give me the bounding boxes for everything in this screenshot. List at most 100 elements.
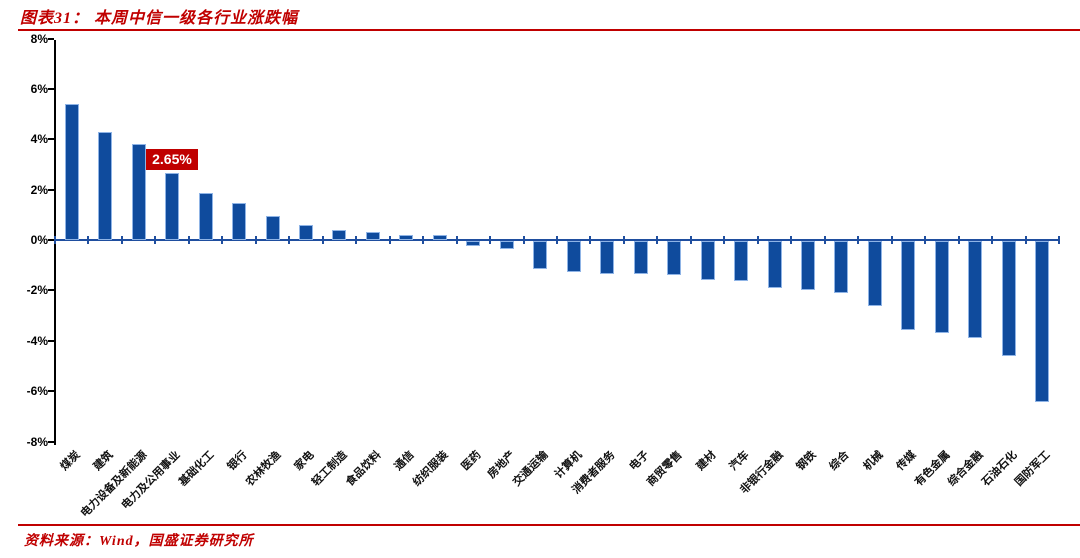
category-axis-tick (790, 236, 793, 244)
category-axis-tick (924, 236, 927, 244)
bar-基础化工 (198, 193, 213, 240)
source-rule (18, 524, 1080, 526)
y-axis-label: -8% (26, 434, 48, 449)
bar-煤炭 (64, 103, 79, 240)
category-axis-tick (823, 236, 826, 244)
bar-国防军工 (1035, 241, 1050, 403)
figure-title: 图表31： 本周中信一级各行业涨跌幅 (20, 10, 299, 27)
x-axis-label: 国防军工 (1013, 449, 1053, 489)
x-axis-label: 交通运输 (511, 449, 551, 489)
x-axis-label: 建材 (694, 449, 719, 474)
x-axis-label: 计算机 (552, 449, 585, 481)
y-axis-label: 2% (30, 182, 48, 197)
bar-有色金属 (934, 241, 949, 333)
category-axis-tick (556, 236, 558, 244)
category-axis-tick (656, 236, 659, 244)
category-axis-tick (154, 236, 157, 244)
bar-电力设备及新能源 (131, 144, 146, 240)
bar-商贸零售 (667, 241, 682, 275)
category-axis-tick (87, 236, 90, 244)
bar-电子 (633, 241, 648, 274)
y-axis-label: 4% (30, 132, 48, 147)
bar-银行 (232, 203, 247, 240)
category-axis-tick (622, 236, 625, 244)
y-axis-tick (48, 188, 54, 191)
y-axis-tick (48, 339, 54, 342)
bar-计算机 (566, 241, 581, 273)
title-rule (18, 29, 1080, 31)
category-axis-tick (187, 236, 190, 244)
category-axis-tick (957, 236, 960, 244)
x-axis-label: 电子 (627, 449, 652, 474)
x-axis-label: 房地产 (485, 449, 518, 481)
x-axis-label: 轻工制造 (310, 449, 350, 489)
bar-通信 (399, 234, 414, 240)
category-axis-tick (1058, 236, 1060, 244)
x-axis-label: 汽车 (727, 449, 752, 474)
category-axis-tick (355, 236, 358, 244)
x-axis-label: 有色金属 (912, 449, 953, 489)
x-axis-label: 基础化工 (176, 449, 217, 489)
category-axis-tick (723, 236, 726, 244)
bar-房地产 (499, 241, 514, 249)
category-axis-tick (589, 236, 592, 244)
x-axis-label: 石油石化 (979, 449, 1020, 489)
bar-家电 (299, 224, 313, 240)
x-axis-label: 农林牧渔 (243, 449, 284, 489)
category-axis-tick (991, 236, 994, 244)
x-axis-label: 食品饮料 (343, 449, 384, 489)
category-axis-tick (288, 236, 291, 244)
x-axis-label: 家电 (292, 449, 317, 474)
category-axis-tick (455, 236, 458, 244)
x-axis-label: 商贸零售 (645, 449, 685, 489)
bar-农林牧渔 (265, 216, 280, 240)
y-axis-tick (48, 87, 54, 90)
y-axis-tick (48, 390, 54, 393)
category-axis-tick (857, 236, 860, 244)
y-axis-tick (48, 37, 54, 40)
x-axis-label: 钢铁 (794, 449, 819, 474)
y-axis-tick (48, 239, 54, 241)
category-axis-tick (254, 236, 257, 244)
bar-建材 (700, 241, 715, 281)
bar-综合 (834, 241, 849, 293)
x-axis-label: 综合金融 (946, 449, 986, 489)
category-axis-tick (890, 236, 893, 244)
bar-电力及公用事业 (165, 173, 180, 240)
y-axis-label: -2% (26, 283, 48, 298)
x-axis-label: 银行 (225, 449, 250, 474)
bar-纺织服装 (432, 234, 447, 240)
y-axis-tick (48, 440, 54, 443)
category-axis-tick (489, 236, 492, 244)
x-axis-label: 纺织服装 (410, 449, 451, 489)
x-axis-label: 医药 (459, 449, 484, 474)
category-axis-tick (422, 236, 425, 244)
y-axis-tick (48, 289, 54, 292)
y-axis-label: -6% (26, 384, 48, 399)
data-label-callout: 2.65% (146, 149, 198, 171)
category-axis-tick (756, 236, 759, 244)
y-axis-tick (48, 138, 54, 141)
bar-食品饮料 (365, 232, 380, 240)
category-axis-tick (54, 236, 56, 244)
bar-传媒 (901, 241, 916, 331)
x-axis-label: 煤炭 (58, 449, 83, 474)
category-axis-tick (221, 236, 224, 244)
bar-非银行金融 (767, 241, 782, 288)
bar-消费者服务 (600, 241, 615, 274)
bar-建筑 (98, 131, 113, 240)
bar-钢铁 (801, 241, 815, 291)
source-note: 资料来源：Wind，国盛证券研究所 (24, 534, 254, 549)
x-axis-label: 通信 (392, 449, 417, 474)
category-axis-tick (1024, 236, 1027, 244)
y-axis-label: -4% (26, 333, 48, 348)
bar-医药 (466, 241, 481, 247)
y-axis-label: 6% (30, 81, 48, 96)
category-axis-tick (120, 236, 123, 244)
category-axis-tick (522, 236, 525, 244)
x-axis-label: 传媒 (894, 449, 919, 474)
bar-汽车 (734, 241, 749, 282)
x-axis-label: 机械 (861, 449, 886, 474)
